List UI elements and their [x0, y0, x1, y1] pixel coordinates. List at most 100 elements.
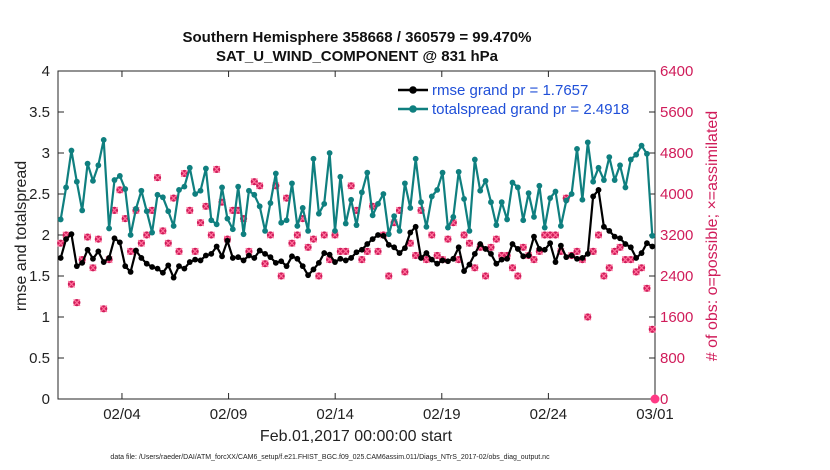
x-tick-label: 02/14 — [316, 406, 354, 423]
obs-assimilated-point — [315, 272, 323, 280]
obs-assimilated-point — [256, 182, 264, 190]
rmse-point — [396, 250, 403, 256]
totalspread-point — [428, 193, 435, 200]
y-tick-label: 2.5 — [29, 186, 50, 203]
totalspread-point — [272, 170, 279, 177]
rmse-point — [294, 255, 301, 262]
totalspread-point — [116, 173, 123, 179]
totalspread-point — [493, 222, 500, 229]
y-tick-label: 3.5 — [29, 104, 50, 121]
totalspread-point — [584, 139, 591, 146]
rmse-point — [149, 264, 156, 270]
obs-assimilated-point — [207, 231, 215, 239]
rmse-point — [159, 269, 166, 276]
obs-assimilated-point — [541, 231, 549, 239]
rmse-point — [235, 254, 242, 261]
obs-assimilated-point — [116, 186, 124, 194]
totalspread-point — [208, 217, 215, 224]
totalspread-point — [192, 191, 199, 197]
obs-assimilated-point — [261, 260, 269, 268]
obs-assimilated-point — [57, 239, 65, 247]
y-tick-label: 0 — [42, 391, 50, 408]
y-tick-label: 0.5 — [29, 350, 50, 367]
obs-assimilated-point — [514, 272, 522, 280]
x-tick-label: 03/01 — [636, 406, 674, 423]
totalspread-point — [369, 212, 376, 219]
obs-assimilated-point — [492, 235, 500, 243]
obs-assimilated-point — [202, 202, 210, 210]
rmse-point — [90, 255, 96, 262]
rmse-point — [547, 240, 554, 247]
rmse-point — [552, 259, 559, 265]
rmse-point — [531, 233, 537, 240]
rmse-point — [165, 262, 172, 269]
rmse-point — [181, 265, 188, 272]
totalspread-point — [95, 162, 102, 169]
totalspread-point — [477, 187, 484, 194]
totalspread-point — [445, 224, 451, 231]
obs-assimilated-point — [153, 173, 162, 182]
totalspread-point — [138, 187, 145, 194]
rmse-point — [240, 257, 247, 264]
totalspread-point — [310, 155, 317, 162]
totalspread-point — [547, 195, 554, 202]
totalspread-point — [84, 160, 91, 167]
rmse-point — [358, 246, 365, 253]
totalspread-point — [627, 156, 634, 163]
totalspread-point — [461, 196, 467, 202]
rmse-point — [251, 255, 258, 261]
y-tick-label: 1 — [42, 309, 50, 326]
rmse-point — [213, 243, 220, 250]
rmse-point — [79, 259, 86, 266]
rmse-point — [477, 241, 484, 247]
totalspread-point — [267, 200, 274, 206]
rmse-point — [305, 272, 311, 279]
rmse-point — [186, 259, 193, 265]
obs-assimilated-point — [266, 231, 275, 239]
totalspread-point — [143, 208, 150, 215]
rmse-point — [488, 250, 494, 257]
totalspread-point — [385, 231, 392, 238]
obs-assimilated-point — [632, 268, 640, 276]
obs-assimilated-point — [137, 239, 145, 247]
x-tick-label: 02/24 — [530, 406, 568, 423]
obs-assimilated-point — [293, 231, 301, 239]
totalspread-point — [149, 229, 156, 236]
legend-spread-marker — [409, 105, 417, 113]
obs-assimilated-point — [551, 231, 560, 239]
rmse-point — [267, 254, 274, 261]
obs-assimilated-point — [213, 165, 221, 174]
totalspread-point — [100, 136, 107, 143]
obs-assimilated-point — [374, 247, 382, 256]
totalspread-point — [617, 162, 623, 169]
obs-assimilated-point — [250, 178, 258, 186]
rmse-point — [375, 232, 381, 238]
rmse-point — [203, 252, 209, 259]
totalspread-point — [552, 188, 559, 195]
totalspread-point — [402, 180, 408, 187]
totalspread-point — [622, 184, 629, 191]
x-tick-label: 02/04 — [103, 406, 141, 423]
obs-assimilated-point — [508, 264, 517, 272]
obs-assimilated-point — [358, 255, 366, 264]
x-tick-label: 02/09 — [210, 406, 248, 423]
obs-assimilated-point — [428, 231, 436, 239]
rmse-point — [428, 256, 435, 263]
obs-assimilated-point — [637, 264, 646, 272]
x-axis-label: Feb.01,2017 00:00:00 start — [260, 428, 453, 445]
rmse-point — [590, 193, 597, 200]
totalspread-point — [57, 216, 64, 223]
totalspread-point — [224, 215, 231, 222]
rmse-point — [471, 250, 478, 257]
legend: rmse grand pr = 1.7657 totalspread grand… — [398, 82, 629, 118]
y-right-tick-label: 4800 — [660, 145, 693, 162]
rmse-point — [391, 244, 398, 251]
obs-assimilated-point — [460, 231, 468, 239]
chart-title-line2: SAT_U_WIND_COMPONENT @ 831 hPa — [216, 48, 499, 65]
rmse-point — [283, 263, 290, 270]
rmse-point — [611, 233, 618, 240]
rmse-point — [627, 244, 634, 251]
rmse-point — [584, 250, 591, 257]
totalspread-point — [229, 226, 236, 233]
rmse-point — [353, 249, 360, 256]
